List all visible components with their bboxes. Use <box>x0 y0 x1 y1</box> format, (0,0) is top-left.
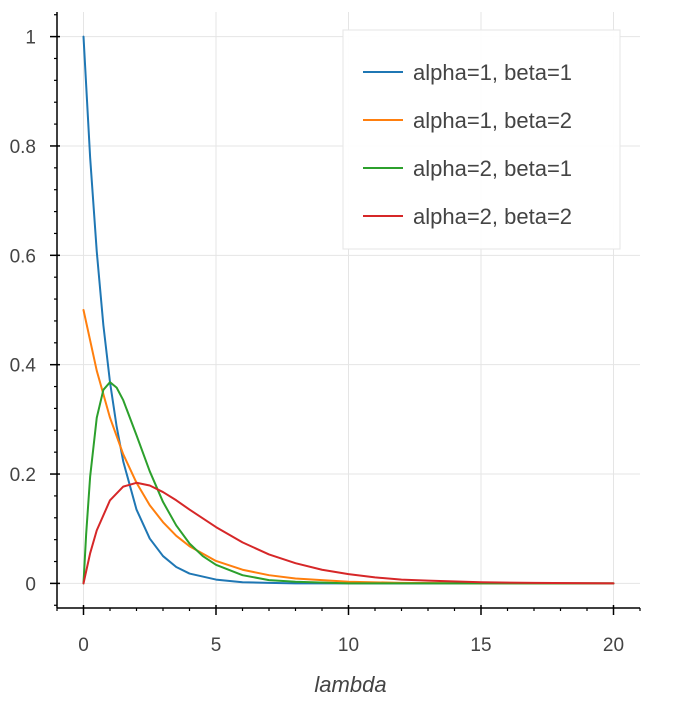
series-line-4 <box>82 481 615 585</box>
legend-label: alpha=1, beta=1 <box>413 60 572 85</box>
legend-item[interactable]: alpha=2, beta=1 <box>363 156 572 181</box>
legend-item[interactable]: alpha=1, beta=1 <box>363 60 572 85</box>
y-tick-label: 0 <box>25 574 36 595</box>
x-tick-label: 15 <box>470 635 491 656</box>
x-axis-label: lambda <box>314 672 386 697</box>
y-tick-label: 0.8 <box>10 137 36 158</box>
x-tick-label: 5 <box>211 635 222 656</box>
legend-box <box>342 29 621 250</box>
legend-item[interactable]: alpha=2, beta=2 <box>363 204 572 229</box>
legend-label: alpha=2, beta=2 <box>413 204 572 229</box>
series-layer <box>82 35 615 585</box>
legend-label: alpha=2, beta=1 <box>413 156 572 181</box>
legend-label: alpha=1, beta=2 <box>413 108 572 133</box>
y-tick-label: 1 <box>25 28 36 49</box>
legend-item[interactable]: alpha=1, beta=2 <box>363 108 572 133</box>
y-tick-label: 0.2 <box>10 465 36 486</box>
y-tick-label: 0.6 <box>10 246 36 267</box>
x-tick-label: 0 <box>78 635 89 656</box>
axis-layer: 0 5 10 15 20 0 0.2 0.4 0.6 0.8 1 <box>10 12 641 656</box>
legend[interactable]: alpha=1, beta=1 alpha=1, beta=2 alpha=2, b… <box>342 29 621 250</box>
series-line-3 <box>82 381 615 585</box>
x-tick-label: 10 <box>338 635 359 656</box>
x-tick-label: 20 <box>603 635 624 656</box>
y-tick-label: 0.4 <box>10 356 37 377</box>
series-line-2 <box>82 309 615 585</box>
